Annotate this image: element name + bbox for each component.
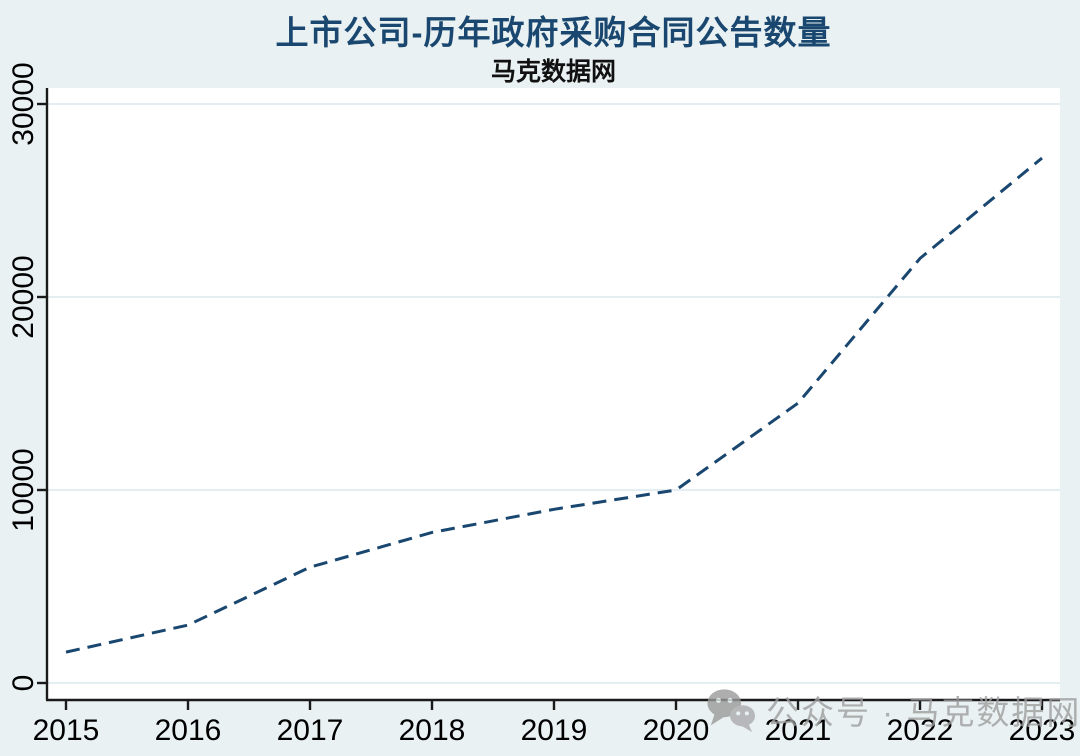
y-tick-label: 30000 — [7, 62, 40, 146]
watermark: 公众号 · 马克数据网 — [706, 686, 1080, 734]
x-tick-label: 2021 — [764, 714, 832, 747]
x-tick-label: 2018 — [398, 714, 466, 747]
chart-subtitle: 马克数据网 — [490, 58, 616, 86]
y-tick-label: 0 — [7, 674, 40, 692]
axes — [45, 88, 1060, 702]
gridlines — [48, 103, 1060, 684]
x-tick-label: 2017 — [276, 714, 344, 747]
y-tick-label: 10000 — [7, 448, 40, 532]
x-tick-label: 2019 — [520, 714, 588, 747]
x-tick-label: 2023 — [1008, 714, 1076, 747]
plot-area — [47, 88, 1060, 700]
x-tick-label: 2022 — [886, 714, 954, 747]
watermark-text: 公众号 · 马克数据网 — [766, 694, 1080, 731]
wechat-icon — [707, 689, 756, 733]
data-line — [65, 156, 1043, 654]
y-tick-label: 20000 — [7, 255, 40, 339]
data-line-path — [65, 156, 1043, 654]
x-tick-label: 2016 — [154, 714, 222, 747]
chart-title: 上市公司-历年政府采购合同公告数量 — [275, 14, 832, 51]
x-tick-label: 2020 — [642, 714, 710, 747]
axis-ticks — [37, 102, 1044, 710]
x-tick-label: 2015 — [32, 714, 100, 747]
